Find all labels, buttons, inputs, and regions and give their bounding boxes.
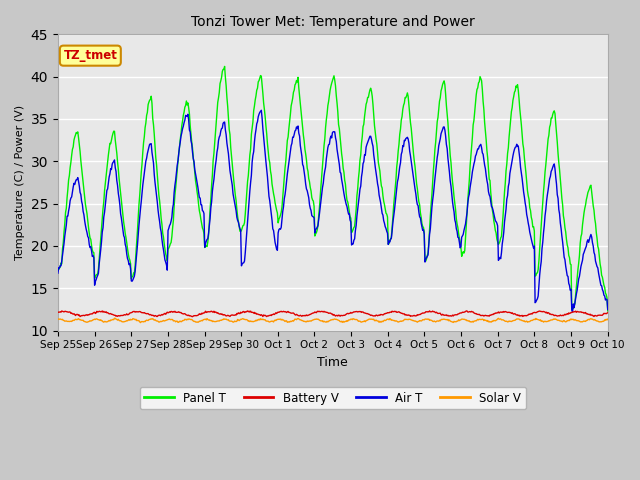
Line: Air T: Air T xyxy=(58,110,608,312)
Solar V xyxy=(111,315,118,321)
Line: Panel T: Panel T xyxy=(58,66,608,311)
Air T xyxy=(569,309,577,315)
Solar V xyxy=(401,316,409,322)
Y-axis label: Temperature (C) / Power (V): Temperature (C) / Power (V) xyxy=(15,105,25,260)
Air T xyxy=(417,215,424,221)
Battery V xyxy=(604,310,612,315)
Solar V xyxy=(178,319,186,324)
Battery V xyxy=(120,312,128,317)
Battery V xyxy=(417,312,424,317)
Panel T xyxy=(177,136,184,142)
Panel T xyxy=(64,187,72,192)
Air T xyxy=(401,137,408,143)
Battery V xyxy=(177,310,184,315)
Air T xyxy=(54,270,61,276)
Text: TZ_tmet: TZ_tmet xyxy=(63,49,117,62)
Solar V xyxy=(604,316,612,322)
Panel T xyxy=(417,210,424,216)
Air T xyxy=(120,235,128,240)
Battery V xyxy=(401,311,408,317)
Title: Tonzi Tower Met: Temperature and Power: Tonzi Tower Met: Temperature and Power xyxy=(191,15,475,29)
Panel T xyxy=(54,265,61,271)
Panel T xyxy=(205,219,213,225)
Battery V xyxy=(189,314,196,320)
Solar V xyxy=(54,317,61,323)
Battery V xyxy=(64,309,72,315)
Line: Solar V: Solar V xyxy=(58,318,608,323)
Air T xyxy=(604,307,612,312)
Air T xyxy=(64,213,72,219)
Battery V xyxy=(206,309,214,315)
Solar V xyxy=(207,318,214,324)
Solar V xyxy=(122,319,129,324)
Panel T xyxy=(120,224,128,230)
Air T xyxy=(177,139,184,145)
Panel T xyxy=(401,100,408,106)
Battery V xyxy=(54,309,61,315)
Legend: Panel T, Battery V, Air T, Solar V: Panel T, Battery V, Air T, Solar V xyxy=(140,387,526,409)
Battery V xyxy=(463,308,470,314)
Air T xyxy=(257,108,265,113)
Air T xyxy=(205,223,213,228)
Solar V xyxy=(64,319,72,324)
Line: Battery V: Battery V xyxy=(58,311,608,317)
Panel T xyxy=(604,308,612,314)
X-axis label: Time: Time xyxy=(317,356,348,369)
Solar V xyxy=(417,318,425,324)
Solar V xyxy=(137,320,145,325)
Panel T xyxy=(221,63,228,69)
